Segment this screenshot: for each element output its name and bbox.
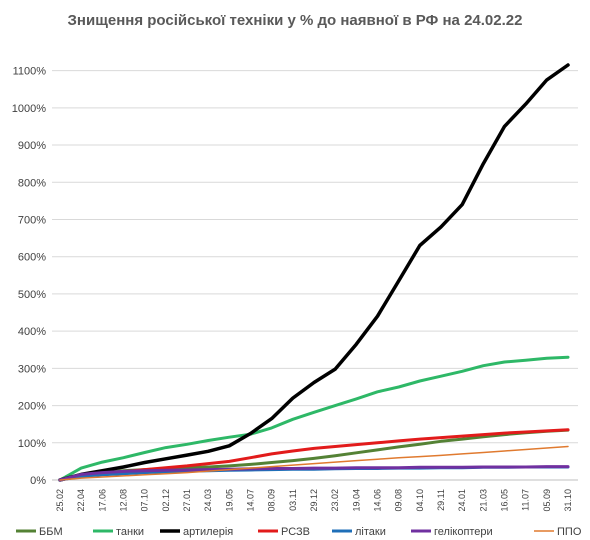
y-tick-label: 800% <box>18 177 46 189</box>
y-tick-label: 500% <box>18 289 46 301</box>
y-tick-label: 400% <box>18 326 46 338</box>
x-tick-label: 29.11 <box>436 489 446 511</box>
y-tick-label: 300% <box>18 363 46 375</box>
y-tick-label: 900% <box>18 140 46 152</box>
x-tick-label: 24.03 <box>203 489 213 512</box>
x-tick-label: 14.06 <box>373 489 383 512</box>
series-line-гелікоптери <box>58 465 570 482</box>
x-tick-label: 09.08 <box>394 489 404 512</box>
y-tick-label: 200% <box>18 401 46 413</box>
series-lines <box>58 63 570 482</box>
x-tick-label: 08.09 <box>267 489 277 512</box>
x-tick-label: 05.09 <box>542 489 552 512</box>
legend-label: артилерія <box>183 526 233 538</box>
legend-label: гелікоптери <box>434 526 493 538</box>
x-tick-label: 31.10 <box>563 489 573 512</box>
legend: ББМ танки артилерія РСЗВ літаки гелікоптери ПП… <box>16 526 582 538</box>
x-tick-label: 22.04 <box>76 489 86 512</box>
x-tick-label: 07.10 <box>140 489 150 512</box>
y-tick-label: 0% <box>30 475 46 487</box>
x-tick-label: 04.10 <box>415 489 425 512</box>
x-tick-label: 27.01 <box>182 489 192 512</box>
gridlines <box>52 70 578 481</box>
y-tick-label: 600% <box>18 252 46 264</box>
x-tick-label: 23.02 <box>330 489 340 512</box>
series-line-ППО <box>59 445 569 481</box>
legend-label: літаки <box>355 526 386 538</box>
x-tick-label: 25.02 <box>55 489 65 512</box>
legend-label: ББМ <box>39 526 63 538</box>
x-tick-label: 19.05 <box>224 489 234 512</box>
legend-label: танки <box>116 526 144 538</box>
x-tick-label: 11.07 <box>521 489 531 511</box>
series-line-танки <box>58 355 570 482</box>
x-tick-label: 12.08 <box>119 489 129 512</box>
x-axis-tick-labels: 25.02 22.04 17.06 12.08 07.10 02.12 27.01 24.03… <box>55 489 573 512</box>
y-tick-label: 1100% <box>13 66 47 78</box>
legend-label: РСЗВ <box>281 526 310 538</box>
x-tick-label: 29.12 <box>309 489 319 512</box>
y-axis-tick-labels: 0% 100% 200% 300% 400% 500% 600% 700% 800% 900% 10… <box>12 66 46 487</box>
x-tick-label: 03.11 <box>288 489 298 511</box>
x-tick-label: 24.01 <box>457 489 467 512</box>
x-tick-label: 21.03 <box>478 489 488 512</box>
x-tick-label: 14.07 <box>246 489 256 512</box>
y-tick-label: 100% <box>18 438 46 450</box>
series-line-артилерія <box>58 63 570 482</box>
x-tick-label: 19.04 <box>351 489 361 512</box>
chart-title: Знищення російської техніки у % до наявн… <box>67 12 523 29</box>
y-tick-label: 700% <box>18 214 46 226</box>
y-tick-label: 1000% <box>12 103 46 115</box>
legend-label: ППО <box>557 526 582 538</box>
x-tick-label: 17.06 <box>97 489 107 512</box>
x-tick-label: 16.05 <box>500 489 510 512</box>
x-tick-label: 02.12 <box>161 489 171 512</box>
